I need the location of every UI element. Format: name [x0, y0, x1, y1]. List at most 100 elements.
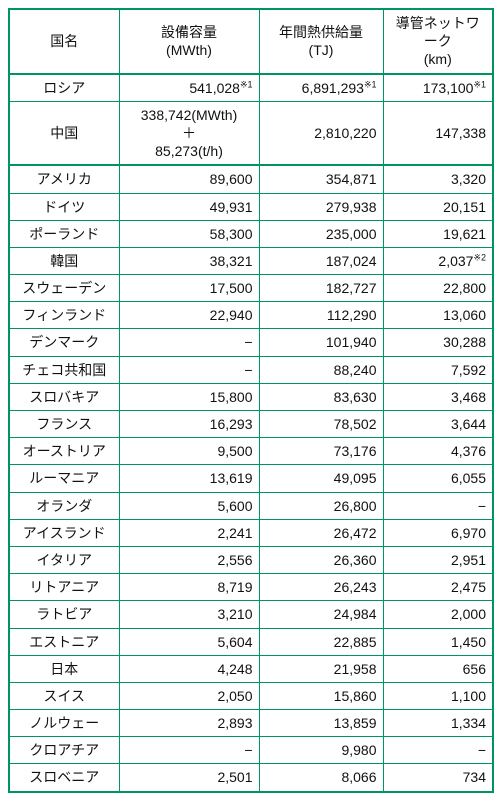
- cell-country: スロベニア: [9, 764, 119, 792]
- cell-country: チェコ共和国: [9, 356, 119, 383]
- cell-capacity: 58,300: [119, 220, 259, 247]
- header-country: 国名: [9, 9, 119, 74]
- table-row: ノルウェー2,89313,8591,334: [9, 710, 493, 737]
- cell-country: クロアチア: [9, 737, 119, 764]
- cell-country: スウェーデン: [9, 275, 119, 302]
- cell-country: ノルウェー: [9, 710, 119, 737]
- cell-supply: 73,176: [259, 438, 383, 465]
- cell-network: −: [383, 492, 493, 519]
- cell-supply: 112,290: [259, 302, 383, 329]
- cell-network: 3,468: [383, 383, 493, 410]
- cell-supply: 8,066: [259, 764, 383, 792]
- table-row: エストニア5,60422,8851,450: [9, 628, 493, 655]
- table-row: ポーランド58,300235,00019,621: [9, 220, 493, 247]
- table-row: スイス2,05015,8601,100: [9, 682, 493, 709]
- footnote-marker: ※1: [364, 79, 377, 89]
- header-network: 導管ネットワーク (km): [383, 9, 493, 74]
- cell-capacity: 89,600: [119, 165, 259, 193]
- table-row: ラトビア3,21024,9842,000: [9, 601, 493, 628]
- table-row: チェコ共和国−88,2407,592: [9, 356, 493, 383]
- cell-capacity: −: [119, 737, 259, 764]
- table-row: オーストリア9,50073,1764,376: [9, 438, 493, 465]
- header-supply: 年間熱供給量 (TJ): [259, 9, 383, 74]
- cell-supply: 15,860: [259, 682, 383, 709]
- cell-capacity: 541,028※1: [119, 74, 259, 102]
- table-row: アイスランド2,24126,4726,970: [9, 519, 493, 546]
- cell-network: 1,100: [383, 682, 493, 709]
- cell-capacity: 2,556: [119, 546, 259, 573]
- cell-capacity: −: [119, 356, 259, 383]
- cell-capacity: 22,940: [119, 302, 259, 329]
- table-row: クロアチア−9,980−: [9, 737, 493, 764]
- cell-country: ドイツ: [9, 193, 119, 220]
- cell-network: 2,037※2: [383, 247, 493, 274]
- cell-supply: 22,885: [259, 628, 383, 655]
- cell-supply: 182,727: [259, 275, 383, 302]
- cell-network: 147,338: [383, 101, 493, 165]
- cell-supply: 88,240: [259, 356, 383, 383]
- header-supply-l1: 年間熱供給量: [279, 24, 363, 40]
- cell-capacity: 338,742(MWth)＋85,273(t/h): [119, 101, 259, 165]
- cell-country: スロバキア: [9, 383, 119, 410]
- header-network-l2: (km): [424, 51, 452, 67]
- cell-country: アイスランド: [9, 519, 119, 546]
- cell-country: フランス: [9, 411, 119, 438]
- cell-country: イタリア: [9, 546, 119, 573]
- cell-country: リトアニア: [9, 574, 119, 601]
- cell-supply: 187,024: [259, 247, 383, 274]
- cell-supply: 26,243: [259, 574, 383, 601]
- cell-capacity: 8,719: [119, 574, 259, 601]
- cell-capacity: 2,050: [119, 682, 259, 709]
- cell-country: エストニア: [9, 628, 119, 655]
- cell-country: オーストリア: [9, 438, 119, 465]
- cell-capacity: 38,321: [119, 247, 259, 274]
- cell-network: 7,592: [383, 356, 493, 383]
- table-row: フィンランド22,940112,29013,060: [9, 302, 493, 329]
- cell-network: 173,100※1: [383, 74, 493, 102]
- cell-capacity: 2,501: [119, 764, 259, 792]
- cell-capacity: 49,931: [119, 193, 259, 220]
- cell-country: 韓国: [9, 247, 119, 274]
- cell-country: オランダ: [9, 492, 119, 519]
- cell-capacity: 3,210: [119, 601, 259, 628]
- header-capacity: 設備容量 (MWth): [119, 9, 259, 74]
- cell-network: 13,060: [383, 302, 493, 329]
- table-row: デンマーク−101,94030,288: [9, 329, 493, 356]
- cell-supply: 83,630: [259, 383, 383, 410]
- cell-supply: 354,871: [259, 165, 383, 193]
- cell-country: 日本: [9, 655, 119, 682]
- cell-country: フィンランド: [9, 302, 119, 329]
- cell-country: アメリカ: [9, 165, 119, 193]
- footnote-marker: ※1: [240, 79, 253, 89]
- cell-network: 2,951: [383, 546, 493, 573]
- cell-network: −: [383, 737, 493, 764]
- cell-supply: 2,810,220: [259, 101, 383, 165]
- cell-network: 1,450: [383, 628, 493, 655]
- cell-supply: 49,095: [259, 465, 383, 492]
- table-row: 中国338,742(MWth)＋85,273(t/h)2,810,220147,…: [9, 101, 493, 165]
- cell-network: 30,288: [383, 329, 493, 356]
- table-body: ロシア541,028※16,891,293※1173,100※1中国338,74…: [9, 74, 493, 792]
- cell-supply: 26,360: [259, 546, 383, 573]
- header-network-l1: 導管ネットワーク: [396, 15, 480, 49]
- table-row: スウェーデン17,500182,72722,800: [9, 275, 493, 302]
- cell-network: 20,151: [383, 193, 493, 220]
- cell-supply: 78,502: [259, 411, 383, 438]
- cell-network: 656: [383, 655, 493, 682]
- cell-network: 2,000: [383, 601, 493, 628]
- cell-network: 6,055: [383, 465, 493, 492]
- header-capacity-l2: (MWth): [166, 42, 212, 58]
- cell-supply: 24,984: [259, 601, 383, 628]
- cell-network: 19,621: [383, 220, 493, 247]
- cell-network: 6,970: [383, 519, 493, 546]
- cell-network: 4,376: [383, 438, 493, 465]
- footnote-marker: ※1: [473, 79, 486, 89]
- cell-capacity: 17,500: [119, 275, 259, 302]
- table-row: アメリカ89,600354,8713,320: [9, 165, 493, 193]
- header-country-label: 国名: [50, 33, 78, 49]
- cell-supply: 6,891,293※1: [259, 74, 383, 102]
- cell-country: ロシア: [9, 74, 119, 102]
- cell-country: ラトビア: [9, 601, 119, 628]
- cell-capacity: 2,893: [119, 710, 259, 737]
- table-row: フランス16,29378,5023,644: [9, 411, 493, 438]
